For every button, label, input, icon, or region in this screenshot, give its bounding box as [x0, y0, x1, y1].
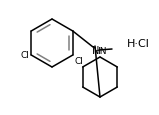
Text: H·Cl: H·Cl	[127, 39, 149, 49]
Text: Cl: Cl	[20, 51, 29, 60]
Text: N: N	[92, 46, 100, 56]
Text: HN: HN	[93, 47, 107, 56]
Text: Cl: Cl	[75, 56, 84, 65]
